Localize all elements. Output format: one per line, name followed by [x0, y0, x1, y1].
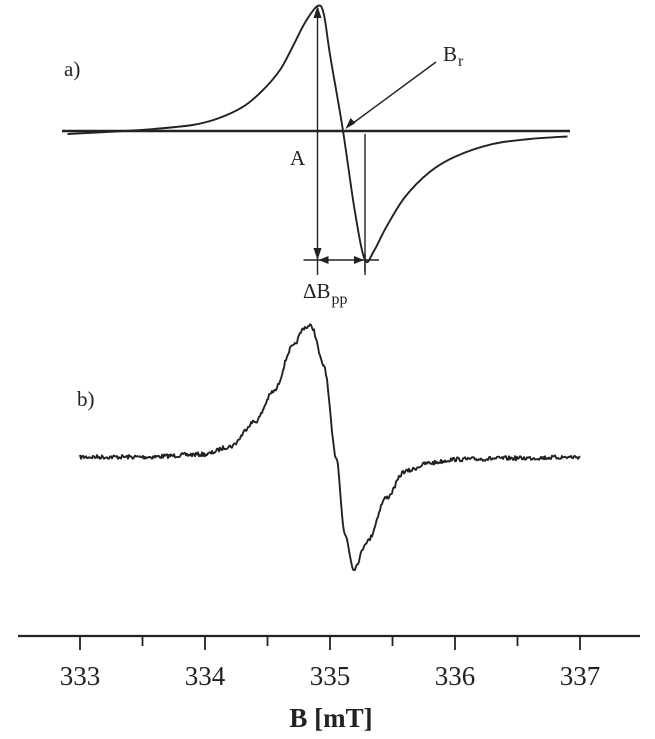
resonance-field-label: Br: [443, 42, 464, 70]
panel-a-derivative-curve: [67, 4, 568, 264]
x-tick-label: 334: [185, 661, 226, 691]
linewidth-subscript: pp: [332, 291, 348, 308]
amplitude-label: A: [290, 146, 306, 170]
resonance-field-subscript: r: [458, 53, 464, 70]
x-tick-label: 335: [310, 661, 351, 691]
panel-a: a) Br A ΔBpp: [62, 4, 570, 308]
resonance-pointer-line: [350, 61, 437, 126]
panel-b-spectrum-curve: [79, 323, 581, 571]
width-arrowhead-left: [318, 256, 329, 264]
panel-a-annotations: Br A ΔBpp: [290, 6, 464, 308]
amplitude-arrowhead-top: [313, 6, 322, 18]
linewidth-label: ΔBpp: [303, 279, 348, 308]
x-tick-label: 333: [60, 661, 101, 691]
x-axis: 333 334 335 336 337 B [mT]: [18, 634, 640, 733]
x-tick-label: 336: [435, 661, 476, 691]
x-tick-label: 337: [560, 661, 601, 691]
x-axis-ticks: 333 334 335 336 337: [60, 636, 601, 691]
panel-b: b): [77, 323, 581, 571]
width-arrowhead-right: [354, 256, 364, 264]
resonance-arrowhead: [345, 118, 356, 129]
panel-a-label: a): [64, 57, 80, 81]
panel-b-label: b): [77, 387, 95, 411]
x-axis-title: B [mT]: [289, 703, 372, 733]
